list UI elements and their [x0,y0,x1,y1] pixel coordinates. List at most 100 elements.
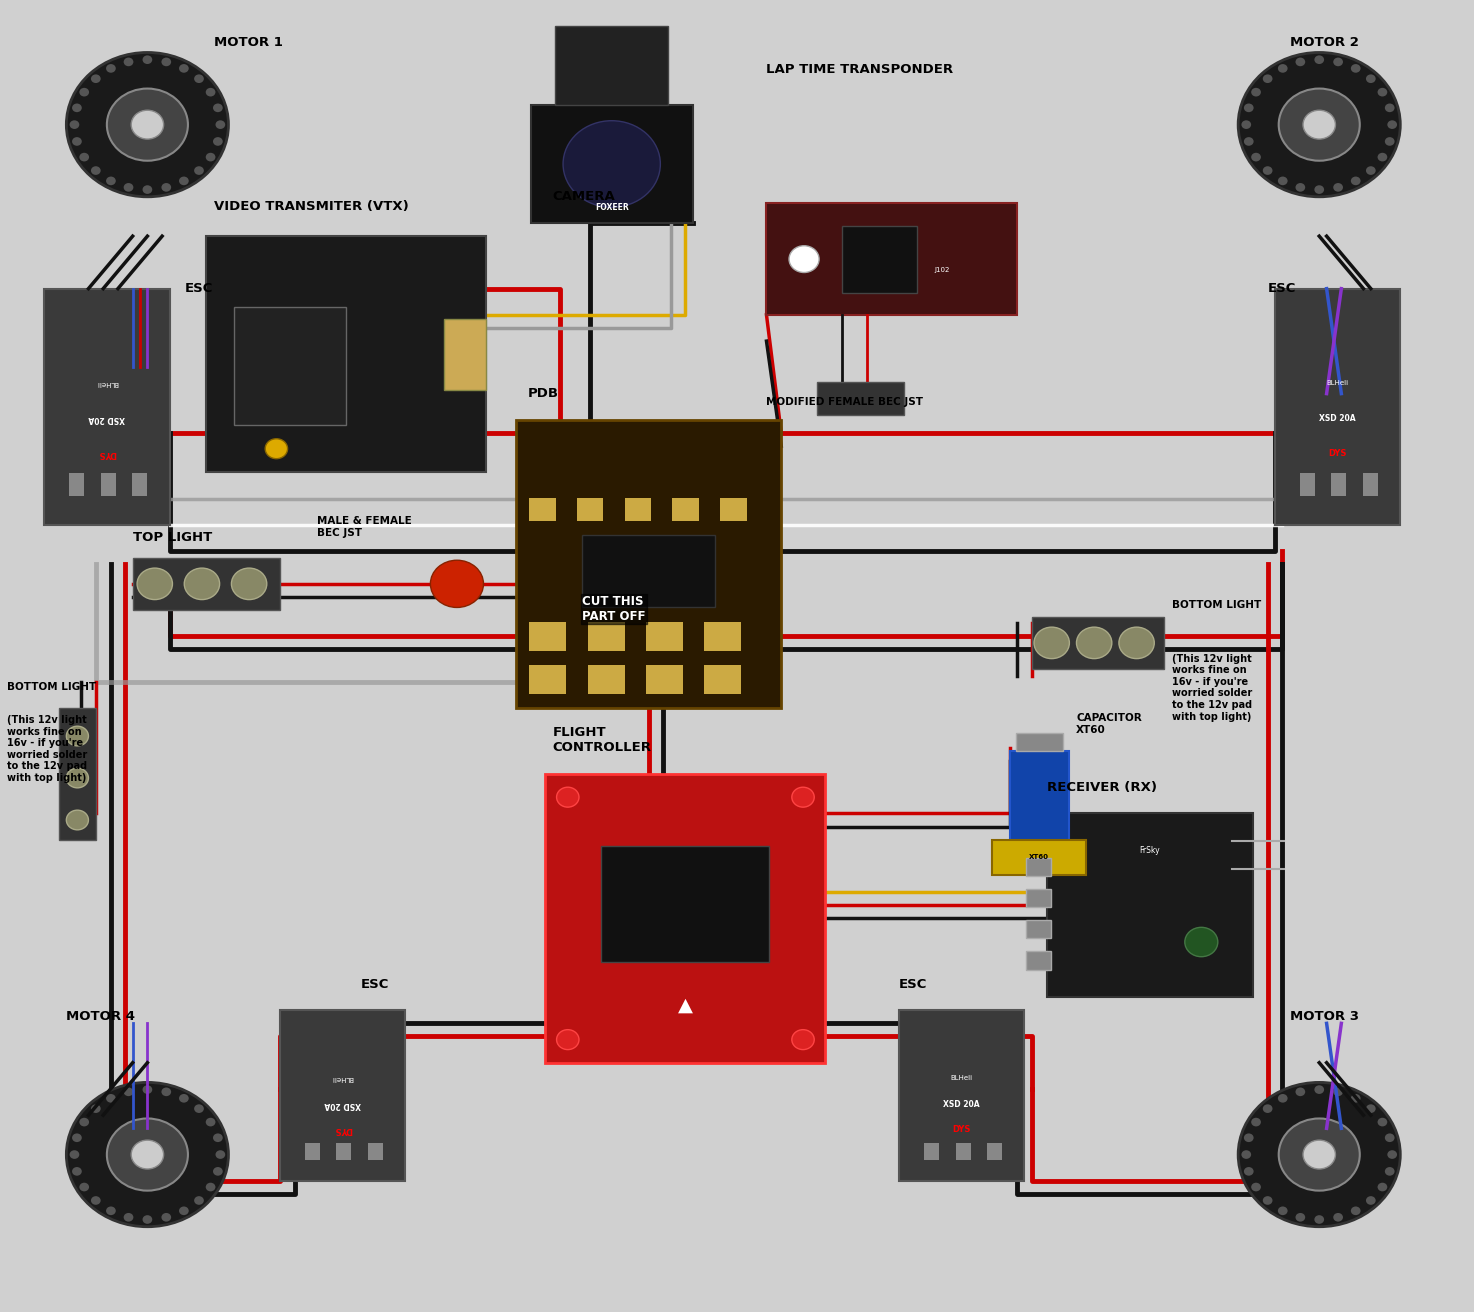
Circle shape [1241,1151,1251,1158]
Circle shape [1366,1105,1375,1113]
FancyBboxPatch shape [206,236,486,472]
Circle shape [1251,1182,1260,1191]
Bar [529,665,566,694]
Circle shape [1251,1118,1260,1127]
Circle shape [178,177,189,185]
Text: XSD 20A: XSD 20A [324,1099,361,1109]
FancyBboxPatch shape [133,558,280,610]
Text: VIDEO TRANSMITER (VTX): VIDEO TRANSMITER (VTX) [214,199,408,213]
FancyBboxPatch shape [992,840,1086,875]
FancyBboxPatch shape [601,846,769,962]
Bar [100,472,115,496]
Circle shape [563,121,660,207]
Circle shape [1278,88,1359,160]
Circle shape [215,121,226,129]
Circle shape [214,1168,223,1176]
Circle shape [1378,152,1387,161]
Circle shape [557,1030,579,1050]
Bar [133,472,147,496]
Circle shape [1251,152,1260,161]
Bar [1300,472,1315,496]
Circle shape [91,75,100,83]
Circle shape [124,58,133,66]
Circle shape [1350,1094,1361,1102]
Text: MODIFIED FEMALE BEC JST: MODIFIED FEMALE BEC JST [766,396,924,407]
Circle shape [137,568,172,600]
Circle shape [1315,1215,1324,1224]
Circle shape [143,55,152,64]
FancyBboxPatch shape [445,319,486,390]
Circle shape [1244,104,1253,112]
Circle shape [69,121,80,129]
Circle shape [1386,1134,1394,1141]
Circle shape [1303,1140,1335,1169]
Circle shape [195,167,203,174]
Circle shape [1238,1082,1400,1227]
Circle shape [91,1105,100,1113]
Circle shape [1366,1197,1375,1204]
Text: BLHeli: BLHeli [332,1076,354,1081]
Bar [529,622,566,651]
Bar [672,497,699,521]
Bar [588,622,625,651]
Circle shape [1244,138,1253,146]
Circle shape [1350,64,1361,72]
Bar [1362,472,1378,496]
Circle shape [1296,1214,1304,1221]
FancyBboxPatch shape [582,535,715,607]
Bar [336,1143,351,1160]
Circle shape [143,1085,152,1094]
Bar [721,497,747,521]
Circle shape [1350,1207,1361,1215]
Circle shape [1244,1168,1253,1176]
Circle shape [131,1140,164,1169]
Circle shape [215,1151,226,1158]
Circle shape [66,768,88,787]
Circle shape [1366,167,1375,174]
FancyBboxPatch shape [899,1010,1024,1181]
Text: RECEIVER (RX): RECEIVER (RX) [1047,781,1157,794]
Bar [305,1143,320,1160]
Circle shape [206,1118,215,1127]
Text: ◀: ◀ [464,577,475,590]
Bar [646,665,682,694]
Text: MOTOR 1: MOTOR 1 [214,35,283,49]
FancyBboxPatch shape [1032,617,1164,669]
Circle shape [80,1182,88,1191]
Circle shape [131,110,164,139]
Circle shape [91,1197,100,1204]
Circle shape [124,1214,133,1221]
Text: ESC: ESC [899,977,927,991]
Text: XSD 20A: XSD 20A [943,1099,980,1109]
Circle shape [1278,1094,1288,1102]
Text: ESC: ESC [1268,282,1296,295]
Text: BLHeli: BLHeli [951,1076,973,1081]
Bar [368,1143,383,1160]
Circle shape [162,184,171,192]
Circle shape [162,1214,171,1221]
Text: CAPACITOR
XT60: CAPACITOR XT60 [1076,714,1142,735]
Bar [705,665,741,694]
Circle shape [1315,1085,1324,1094]
Text: FOXEER: FOXEER [595,203,628,211]
Circle shape [108,88,189,160]
Text: XSD 20A: XSD 20A [1319,415,1356,422]
Text: BLHeli: BLHeli [96,380,118,386]
Circle shape [1296,1088,1304,1096]
Text: J102: J102 [935,268,949,273]
Circle shape [143,1215,152,1224]
Circle shape [231,568,267,600]
Circle shape [557,787,579,807]
Text: DYS: DYS [952,1126,971,1134]
Circle shape [66,727,88,745]
Bar [1026,951,1051,970]
Text: MOTOR 3: MOTOR 3 [1290,1010,1359,1023]
Circle shape [184,568,220,600]
Circle shape [1263,167,1272,174]
Bar [1026,920,1051,938]
Circle shape [789,245,820,273]
Circle shape [214,138,223,146]
FancyBboxPatch shape [545,774,825,1063]
Text: CAMERA: CAMERA [553,190,616,203]
Text: FLIGHT
CONTROLLER: FLIGHT CONTROLLER [553,727,652,754]
